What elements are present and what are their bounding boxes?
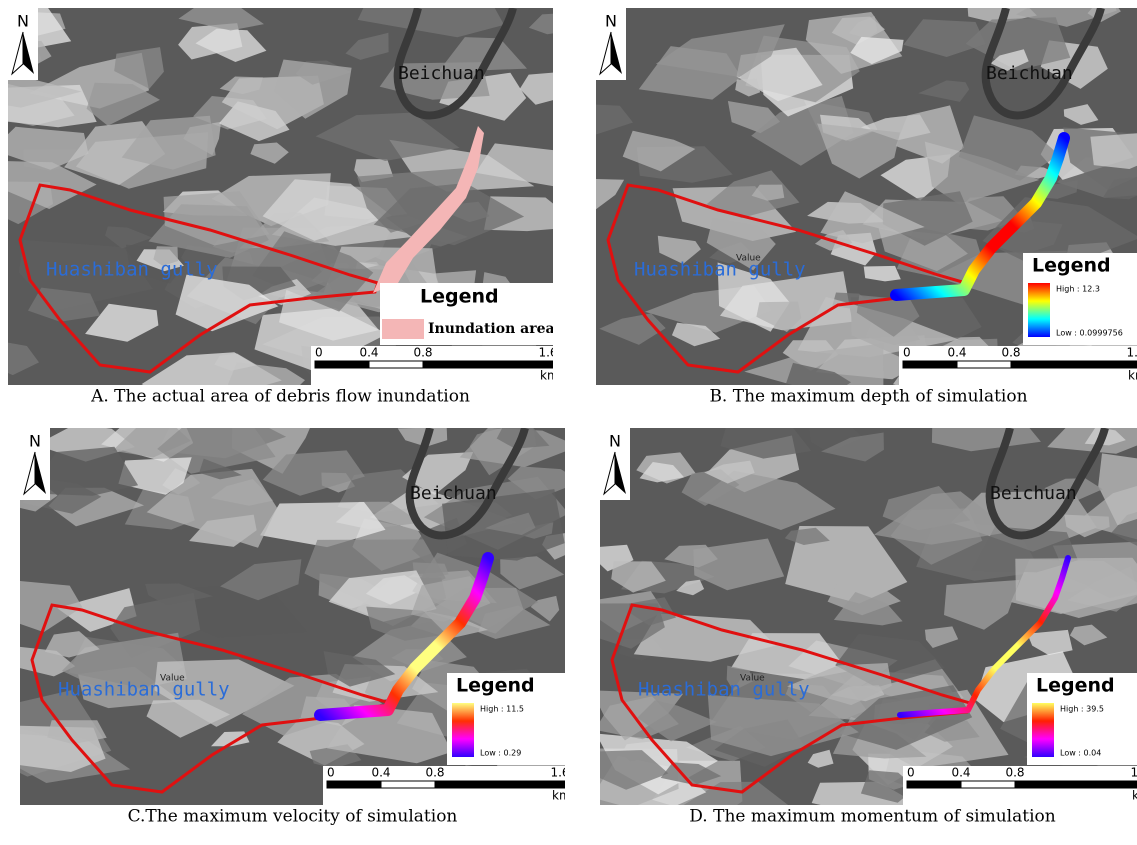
map-panel: Huashiban gully Beichuan N Legend Inundation…	[0, 0, 599, 413]
scale-label: 0	[907, 766, 915, 780]
town-label: Beichuan	[990, 483, 1077, 504]
gully-label: Huashiban gully	[634, 259, 806, 281]
legend-low: Low : 0.04	[1060, 749, 1101, 758]
scale-unit: km	[1128, 369, 1137, 383]
scale-segment	[961, 781, 1015, 788]
legend-low: Low : 0.29	[480, 749, 521, 758]
legend-ramp	[1032, 703, 1054, 757]
north-label: N	[17, 12, 29, 31]
scale-label: 1.6	[1126, 346, 1137, 360]
scale-segment	[423, 361, 553, 368]
scale-unit: km	[540, 369, 559, 383]
scale-segment	[327, 781, 381, 788]
scale-label: 0.8	[1005, 766, 1024, 780]
north-label: N	[609, 432, 621, 451]
scale-unit: km	[1132, 789, 1137, 803]
scale-segment	[369, 361, 423, 368]
gully-label: Huashiban gully	[46, 259, 218, 281]
legend-title: Legend	[420, 286, 499, 308]
town-label: Beichuan	[986, 63, 1073, 84]
scale-segment	[381, 781, 435, 788]
terrain-patch	[932, 401, 1041, 451]
scale-segment	[315, 361, 369, 368]
scale-segment	[957, 361, 1011, 368]
town-label: Beichuan	[410, 483, 497, 504]
legend-swatch	[382, 319, 424, 339]
gully-label: Huashiban gully	[58, 679, 230, 701]
scale-segment	[435, 781, 565, 788]
scale-label: 0.4	[947, 346, 966, 360]
legend-title: Legend	[1032, 255, 1111, 277]
scale-label: 1.6	[538, 346, 557, 360]
legend-title: Legend	[1036, 675, 1115, 697]
legend-title: Legend	[456, 675, 535, 697]
legend-ramp	[1028, 283, 1050, 337]
scale-label: 0.4	[359, 346, 378, 360]
caption: C.The maximum velocity of simulation	[128, 807, 458, 827]
scale-label: 0.4	[951, 766, 970, 780]
legend-high: High : 11.5	[480, 705, 524, 714]
north-label: N	[29, 432, 41, 451]
north-label: N	[605, 12, 617, 31]
caption: B. The maximum depth of simulation	[709, 387, 1027, 407]
caption: A. The actual area of debris flow inunda…	[90, 387, 470, 407]
gully-label: Huashiban gully	[638, 679, 810, 701]
scale-label: 0	[903, 346, 911, 360]
legend-high: High : 39.5	[1060, 705, 1104, 714]
legend-high: High : 12.3	[1056, 285, 1100, 294]
legend-item: Inundation area	[428, 321, 555, 337]
legend-ramp	[452, 703, 474, 757]
scale-label: 0	[315, 346, 323, 360]
scale-label: 1.6	[1130, 766, 1137, 780]
scale-label: 1.6	[550, 766, 569, 780]
legend-low: Low : 0.0999756	[1056, 329, 1123, 338]
scale-segment	[903, 361, 957, 368]
scale-label: 0.4	[371, 766, 390, 780]
terrain-patch	[1090, 131, 1137, 169]
town-label: Beichuan	[398, 63, 485, 84]
scale-segment	[1011, 361, 1137, 368]
scale-label: 0.8	[425, 766, 444, 780]
scale-unit: km	[552, 789, 571, 803]
scale-segment	[1015, 781, 1137, 788]
scale-label: 0.8	[413, 346, 432, 360]
scale-label: 0	[327, 766, 335, 780]
caption: D. The maximum momentum of simulation	[689, 807, 1055, 827]
scale-label: 0.8	[1001, 346, 1020, 360]
scale-segment	[907, 781, 961, 788]
